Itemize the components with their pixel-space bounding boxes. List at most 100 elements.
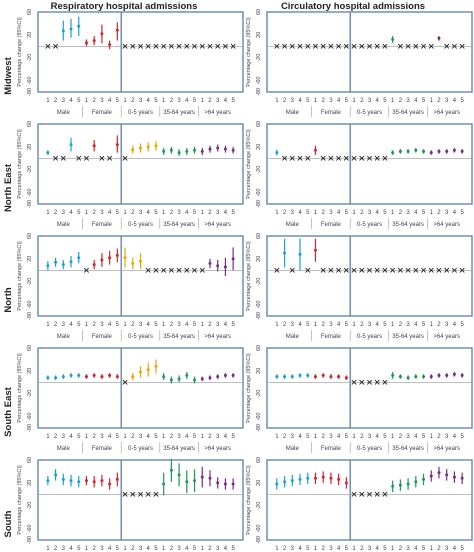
- estimate-point: [77, 24, 81, 28]
- lag-label: 2: [437, 322, 441, 328]
- lag-label: 3: [329, 98, 333, 104]
- estimate-point: [298, 477, 302, 481]
- lag-label: 2: [283, 98, 287, 104]
- estimate-point: [216, 146, 220, 150]
- lag-label: 1: [123, 210, 127, 216]
- null-marker: [343, 155, 349, 161]
- estimate-point: [208, 476, 212, 480]
- lag-label: 3: [139, 210, 143, 216]
- null-marker: [343, 43, 349, 49]
- lag-label: 5: [460, 98, 464, 104]
- null-marker: [305, 155, 311, 161]
- group-label: 35-64 years: [163, 446, 195, 452]
- lag-label: 5: [345, 98, 349, 104]
- lag-label: 3: [406, 98, 410, 104]
- lag-label: 2: [208, 434, 212, 440]
- lag-label: 2: [208, 322, 212, 328]
- estimate-point: [414, 375, 418, 379]
- lag-label: 1: [391, 210, 395, 216]
- lag-label: 1: [352, 434, 356, 440]
- null-marker: [297, 155, 303, 161]
- panel-frame: [266, 11, 473, 93]
- y-tick-label: -80: [27, 424, 33, 432]
- lag-label: 1: [46, 434, 50, 440]
- null-marker: [336, 43, 342, 49]
- estimate-point: [445, 149, 449, 153]
- estimate-point: [460, 476, 464, 480]
- lag-label: 2: [283, 322, 287, 328]
- lag-label: 3: [445, 322, 449, 328]
- null-marker: [53, 43, 59, 49]
- lag-label: 3: [291, 98, 295, 104]
- estimate-point: [61, 375, 65, 379]
- estimate-point: [298, 252, 302, 256]
- estimate-point: [46, 151, 50, 155]
- null-marker: [99, 155, 105, 161]
- lag-label: 5: [383, 210, 387, 216]
- lag-label: 3: [62, 210, 66, 216]
- estimate-point: [283, 251, 287, 255]
- lag-label: 2: [283, 546, 287, 552]
- estimate-point: [460, 373, 464, 377]
- lag-label: 1: [275, 434, 279, 440]
- null-marker: [421, 43, 427, 49]
- null-marker: [451, 43, 457, 49]
- lag-label: 3: [291, 546, 295, 552]
- lag-label: 5: [383, 322, 387, 328]
- lag-label: 4: [185, 434, 189, 440]
- group-label: Male: [286, 334, 300, 340]
- estimate-point: [398, 149, 402, 153]
- estimate-point: [123, 256, 127, 260]
- lag-label: 1: [123, 98, 127, 104]
- group-label: >64 years: [204, 334, 231, 340]
- null-marker: [328, 155, 334, 161]
- estimate-point: [177, 377, 181, 381]
- null-marker: [137, 491, 144, 497]
- y-tick-label: 60: [256, 121, 262, 127]
- group-label: 0-5 years: [128, 222, 153, 228]
- estimate-point: [200, 377, 204, 381]
- lag-label: 4: [376, 322, 380, 328]
- y-tick-label: -60: [256, 77, 262, 85]
- lag-label: 1: [275, 546, 279, 552]
- y-axis-label: Percentage change (95%CI): [246, 17, 252, 87]
- group-label: >64 years: [433, 334, 460, 340]
- null-marker: [199, 43, 205, 49]
- lag-label: 3: [177, 434, 181, 440]
- estimate-point: [108, 43, 112, 47]
- lag-label: 2: [437, 210, 441, 216]
- lag-label: 2: [437, 434, 441, 440]
- estimate-point: [313, 248, 317, 252]
- null-marker: [366, 267, 373, 273]
- group-label: >64 years: [433, 222, 460, 228]
- group-label: >64 years: [433, 110, 460, 116]
- group-label: Female: [321, 446, 342, 452]
- lag-label: 4: [147, 210, 151, 216]
- y-axis-label: Percentage change (95%CI): [246, 241, 252, 311]
- lag-label: 3: [216, 210, 220, 216]
- lag-label: 5: [193, 98, 197, 104]
- lag-label: 2: [399, 434, 403, 440]
- lag-label: 4: [453, 98, 457, 104]
- lag-label: 3: [216, 546, 220, 552]
- lag-label: 5: [77, 434, 81, 440]
- estimate-point: [208, 147, 212, 151]
- lag-label: 4: [108, 546, 112, 552]
- group-label: Female: [92, 222, 113, 228]
- lag-label: 5: [77, 98, 81, 104]
- lag-label: 2: [54, 210, 58, 216]
- null-marker: [305, 43, 311, 49]
- lag-label: 4: [185, 322, 189, 328]
- estimate-point: [429, 151, 433, 155]
- lag-label: 5: [422, 434, 426, 440]
- null-marker: [421, 267, 427, 273]
- lag-label: 2: [54, 98, 58, 104]
- estimate-point: [321, 475, 325, 479]
- lag-label: 4: [414, 434, 418, 440]
- lag-label: 4: [337, 434, 341, 440]
- null-marker: [382, 155, 388, 161]
- group-label: Female: [92, 334, 113, 340]
- null-marker: [53, 155, 59, 161]
